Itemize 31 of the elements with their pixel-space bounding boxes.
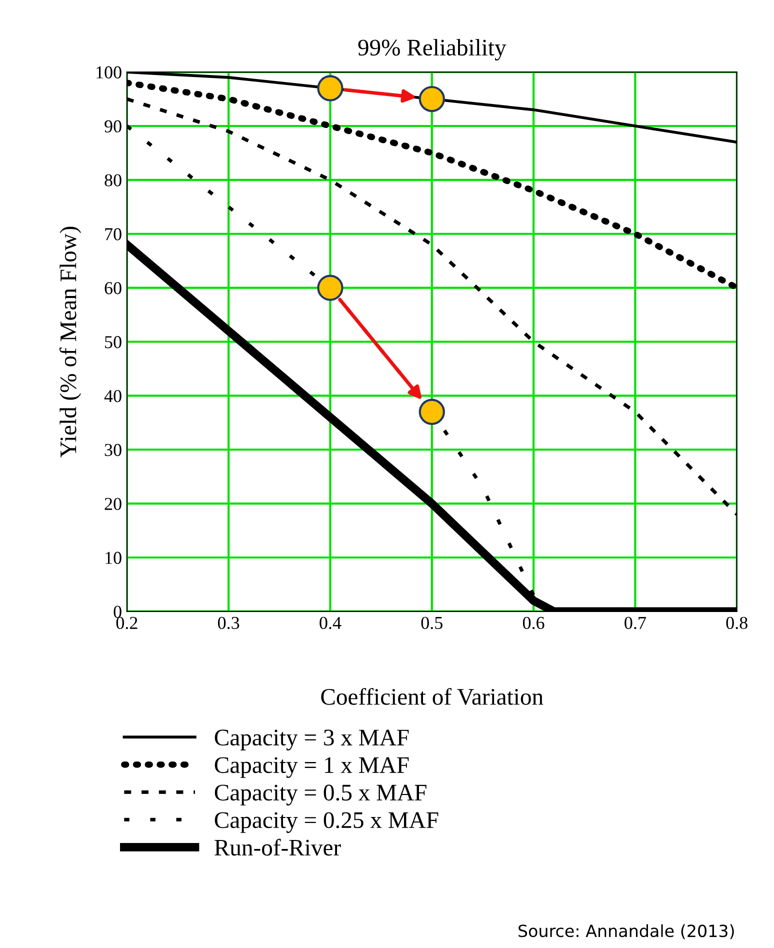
y-tick-label: 20 xyxy=(104,498,122,510)
y-tick-label: 0 xyxy=(114,606,122,618)
legend-label: Capacity = 1 x MAF xyxy=(214,757,409,778)
point xyxy=(317,274,344,301)
x-tick-label: 0.6 xyxy=(522,616,544,630)
x-tick-label: 0.8 xyxy=(726,616,748,630)
x-tick-label: 0.5 xyxy=(421,616,442,630)
legend-label: Capacity = 0.25 x MAF xyxy=(214,812,438,833)
y-tick-label: 50 xyxy=(105,336,122,348)
source-note: Source: Annandale (2013) xyxy=(518,924,734,940)
x-tick-label: 0.4 xyxy=(320,616,342,630)
legend-label: Capacity = 0.5 x MAF xyxy=(214,784,426,806)
y-tick-label: 90 xyxy=(104,120,122,132)
legend-label: Capacity = 3 x MAF xyxy=(214,730,409,750)
point xyxy=(418,398,445,425)
y-axis-title: Yield (% of Mean Flow) xyxy=(59,226,82,458)
y-tick-label: 60 xyxy=(104,282,122,294)
x-tick-label: 0.2 xyxy=(116,616,138,630)
x-tick-label: 0.3 xyxy=(218,616,240,630)
point xyxy=(317,75,344,102)
point xyxy=(418,86,445,112)
y-tick-label: 70 xyxy=(105,228,122,240)
x-axis-title: Coefficient of Variation xyxy=(321,688,544,705)
x-tick-label: 0.7 xyxy=(624,616,646,630)
y-tick-label: 10 xyxy=(106,552,122,564)
y-tick-label: 30 xyxy=(104,444,122,456)
y-tick-label: 100 xyxy=(96,66,122,78)
chart-title: 99% Reliability xyxy=(358,38,506,60)
y-tick-label: 40 xyxy=(104,390,122,402)
y-tick-label: 80 xyxy=(104,174,122,186)
legend-label: Run-of-River xyxy=(214,838,341,856)
